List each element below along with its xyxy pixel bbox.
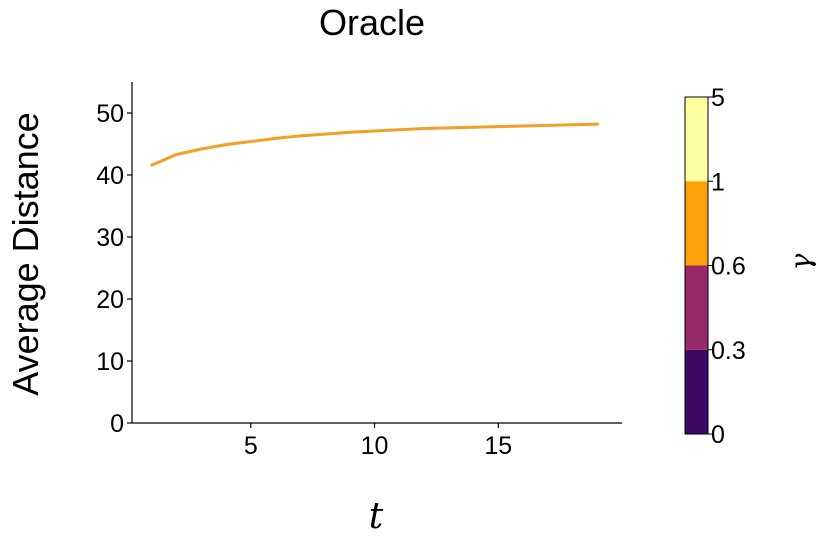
y-tick-label: 20	[96, 286, 124, 314]
data-point	[150, 163, 154, 167]
y-tick-label: 10	[96, 348, 124, 376]
y-tick-label: 50	[96, 100, 124, 128]
colorbar-label: γ	[784, 253, 817, 270]
y-tick-label: 30	[96, 224, 124, 252]
colorbar-bin	[685, 97, 708, 182]
data-point	[447, 126, 451, 130]
plot-area: 0 10 20 30 40 50 5 10 15	[96, 82, 622, 460]
colorbar-bin	[685, 265, 708, 350]
y-tick-label: 0	[110, 410, 124, 438]
data-point	[224, 143, 228, 147]
colorbar-bin	[685, 349, 708, 434]
x-tick-label: 10	[361, 432, 389, 460]
colorbar-tick-label: 5	[711, 84, 725, 112]
data-point	[298, 134, 302, 138]
colorbar-bin	[685, 181, 708, 266]
data-point	[249, 140, 253, 144]
colorbar-tick-label: 0.3	[711, 337, 746, 365]
data-point	[546, 123, 550, 127]
colorbar-tick-label: 0	[711, 421, 725, 449]
data-point	[274, 136, 278, 140]
x-tick-label: 15	[484, 432, 512, 460]
data-point	[496, 125, 500, 129]
data-point	[348, 130, 352, 134]
data-point	[571, 123, 575, 127]
y-axis-label: Average Distance	[5, 112, 46, 396]
data-point	[595, 122, 599, 126]
y-tick-label: 40	[96, 162, 124, 190]
colorbar: 0 0.3 0.6 1 5	[684, 84, 746, 449]
data-point	[397, 128, 401, 132]
data-point	[175, 153, 179, 157]
x-axis-label: t	[369, 496, 384, 537]
colorbar-tick-label: 0.6	[711, 253, 746, 281]
x-tick-label: 5	[244, 432, 258, 460]
data-point	[373, 129, 377, 133]
data-point	[472, 125, 476, 129]
data-point	[521, 124, 525, 128]
colorbar-tick-label: 1	[711, 168, 725, 196]
data-point	[323, 132, 327, 136]
data-point	[199, 147, 203, 151]
data-point	[422, 127, 426, 130]
chart-title: Oracle	[319, 2, 425, 43]
